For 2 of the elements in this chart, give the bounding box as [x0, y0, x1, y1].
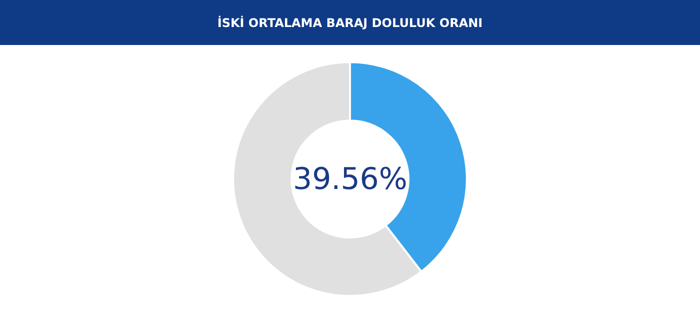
- chart-title: İSKİ ORTALAMA BARAJ DOLULUK ORANI: [0, 0, 700, 45]
- text: 39.56%: [293, 162, 408, 197]
